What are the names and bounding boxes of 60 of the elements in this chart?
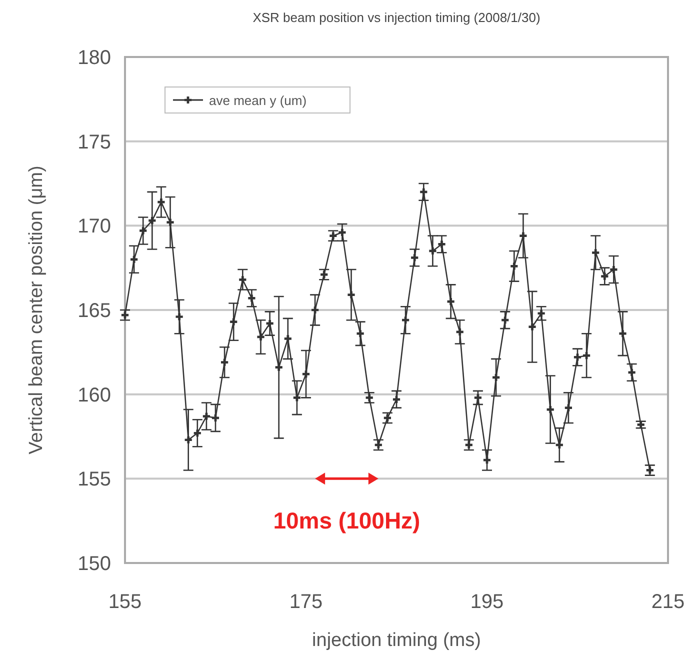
point [429,247,436,255]
point [293,394,300,402]
point [275,364,282,371]
x-tick-label: 155 [108,591,142,613]
point [239,276,246,284]
point [221,358,228,366]
y-tick-label: 155 [78,468,111,491]
point [338,228,346,236]
point [456,328,464,336]
chart-title: XSR beam position vs injection timing (2008/1/30) [252,10,540,25]
point [230,318,238,326]
point [556,441,563,448]
point [302,370,310,378]
point [158,198,165,206]
point [483,456,491,464]
y-tick-label: 150 [78,553,111,575]
point [592,249,600,256]
point [184,436,192,444]
point [601,272,608,280]
point [356,330,364,338]
point [610,266,618,274]
y-axis-title: Vertical beam center position (μm) [26,166,47,454]
point [266,320,274,328]
point [546,406,554,414]
point [520,232,527,240]
point [257,333,264,341]
y-tick-label: 160 [78,384,111,406]
point [194,430,201,437]
point [248,294,256,302]
point [166,218,174,226]
point [140,227,147,234]
point [148,217,156,224]
point [628,368,636,376]
y-tick-label: 170 [78,216,111,238]
legend-label: ave mean y (um) [209,93,307,108]
y-tick-label: 165 [78,300,111,322]
x-tick-label: 215 [651,591,685,613]
point [130,256,138,263]
point [510,262,518,270]
point [619,330,626,338]
point [202,412,210,420]
annotation: 10ms (100Hz) [273,508,420,534]
point [574,354,582,361]
point [348,291,355,298]
point [176,313,183,320]
x-axis-title: injection timing (ms) [312,630,481,651]
point [438,240,446,248]
point [284,335,292,342]
point [502,316,509,324]
x-tick-label: 175 [289,591,323,613]
point [564,404,572,412]
point [411,254,418,262]
y-tick-label: 180 [78,47,111,69]
point [528,323,536,330]
y-tick-label: 175 [78,131,111,154]
x-tick-label: 195 [470,591,504,613]
point [447,298,454,306]
point [392,396,400,403]
point [402,316,410,324]
point [420,188,428,196]
